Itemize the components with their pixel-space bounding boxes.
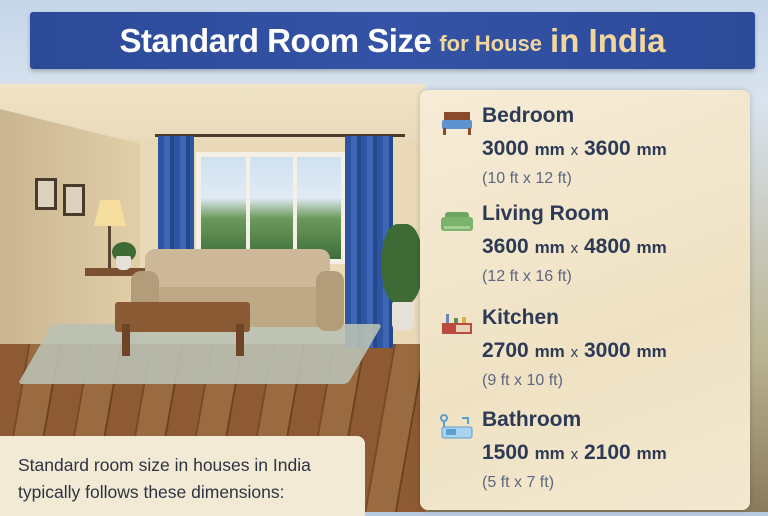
room-size-ft: (9 ft x 10 ft) (482, 372, 563, 389)
title-main: Standard Room Size (119, 21, 432, 59)
note-line: typically follows these dimensions: (18, 482, 285, 502)
room-name: Bathroom (482, 408, 582, 431)
curtain-rod (155, 134, 405, 137)
room-size-mm: 3000 mm x 3600 mm (482, 137, 667, 160)
title-middle: for House (439, 30, 543, 56)
plant-icon (382, 224, 422, 304)
bathtub-icon (440, 414, 473, 439)
coffee-table (115, 302, 250, 332)
table-leg (236, 324, 244, 356)
room-size-ft: (12 ft x 16 ft) (482, 268, 572, 285)
room-sizes-panel: Bedroom 3000 mm x 3600 mm (10 ft x 12 ft… (420, 90, 750, 510)
bed-icon (442, 112, 472, 135)
lamp-pole (108, 226, 111, 268)
sofa-icon (441, 212, 473, 231)
lamp-icon (94, 200, 126, 226)
side-table (85, 268, 155, 276)
intro-note: Standard room size in houses in India ty… (0, 436, 365, 516)
living-room-illustration (0, 84, 425, 512)
title-end: in India (550, 21, 666, 59)
room-size-mm: 1500 mm x 2100 mm (482, 441, 667, 464)
room-size-ft: (5 ft x 7 ft) (482, 474, 555, 491)
window (196, 152, 346, 264)
picture-frame (35, 178, 57, 210)
table-leg (122, 324, 130, 356)
room-name: Living Room (482, 202, 610, 225)
kitchen-counter-icon (442, 314, 472, 334)
room-name: Bedroom (482, 104, 575, 127)
room-size-mm: 2700 mm x 3000 mm (482, 339, 667, 362)
title-banner: Standard Room Size for House in India (30, 12, 755, 69)
room-size-mm: 3600 mm x 4800 mm (482, 235, 667, 258)
room-name: Kitchen (482, 306, 560, 329)
note-line: Standard room size in houses in India (18, 455, 311, 475)
plant-pot (116, 256, 131, 270)
picture-frame (63, 184, 85, 216)
room-size-ft: (10 ft x 12 ft) (482, 170, 572, 187)
plant-pot (392, 302, 414, 330)
